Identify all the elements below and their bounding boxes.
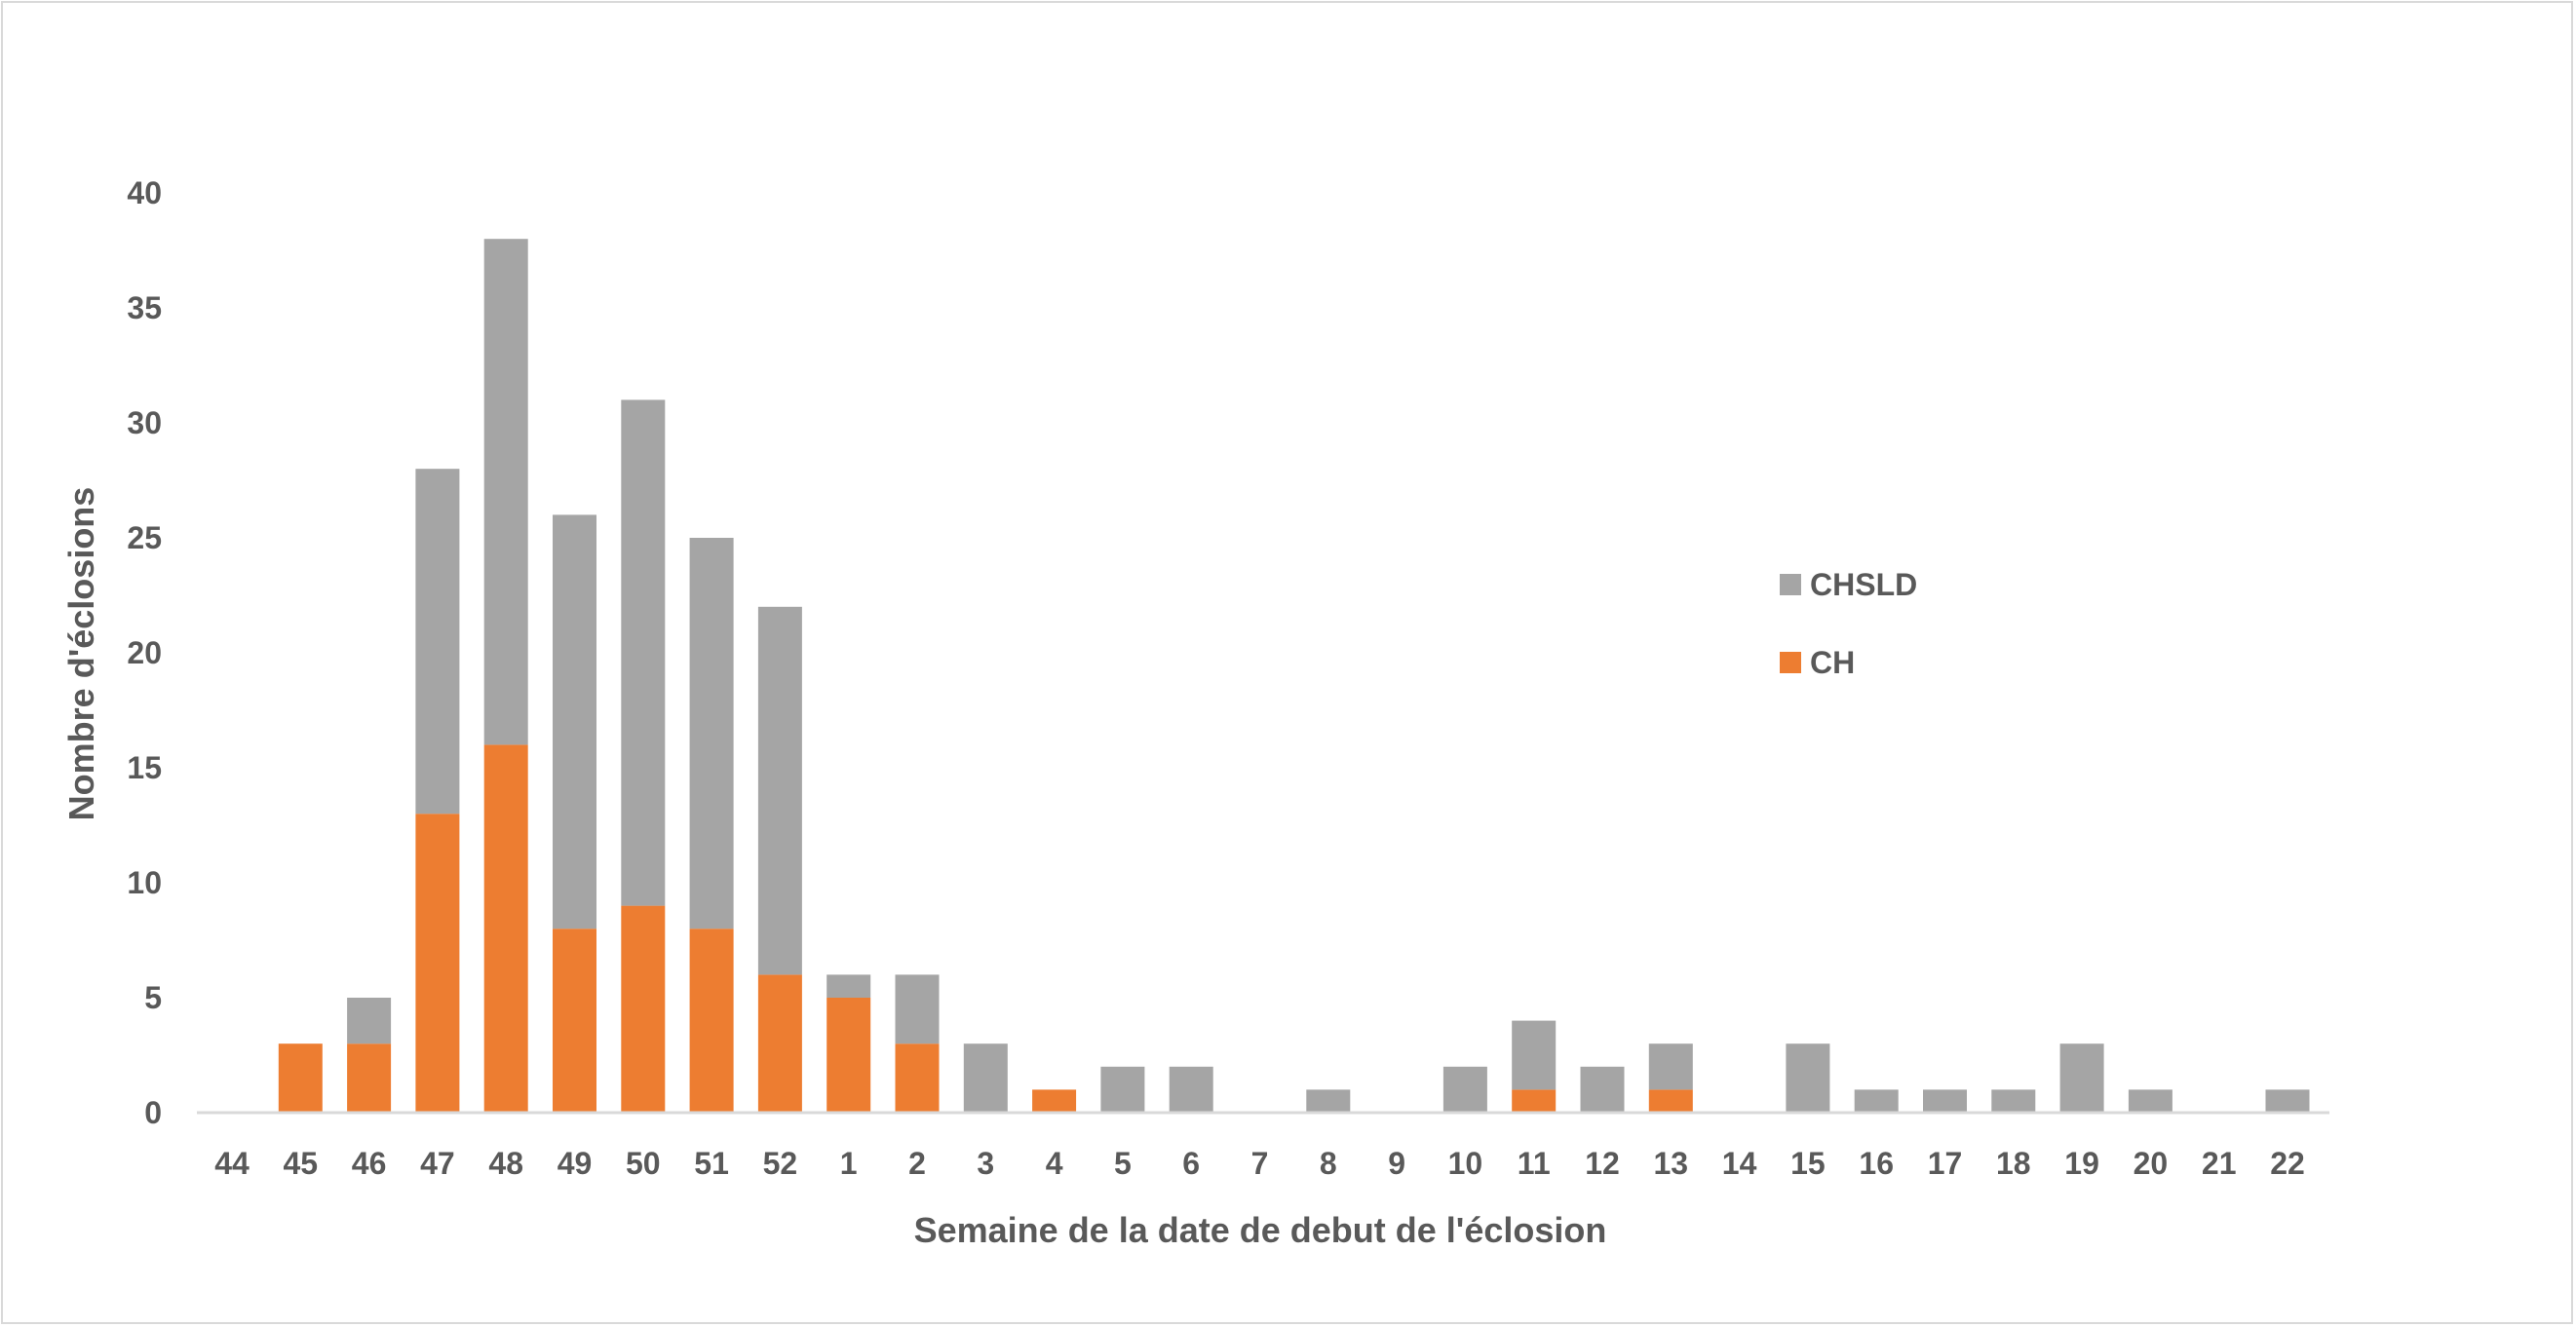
bar-chsld-20	[2128, 1089, 2172, 1113]
bar-ch-52	[757, 974, 802, 1113]
bar-ch-51	[689, 929, 734, 1113]
bar-chsld-52	[757, 606, 802, 975]
x-tick-label: 19	[2064, 1146, 2099, 1181]
bar-chsld-13	[1648, 1043, 1693, 1090]
bar-ch-2	[895, 1043, 940, 1113]
bar-ch-47	[415, 814, 460, 1113]
x-tick-label: 51	[694, 1146, 729, 1181]
x-tick-label: 45	[284, 1146, 319, 1181]
bar-ch-46	[347, 1043, 392, 1113]
x-tick-label: 52	[763, 1146, 798, 1181]
x-tick-label: 2	[908, 1146, 926, 1181]
x-tick-label: 1	[840, 1146, 858, 1181]
x-tick-label: 4	[1046, 1146, 1063, 1181]
legend: CHSLD CH	[1780, 567, 1917, 680]
bar-chsld-18	[1991, 1089, 2036, 1113]
bars	[278, 239, 2310, 1113]
bar-chsld-50	[621, 399, 666, 906]
x-tick-label: 22	[2270, 1146, 2305, 1181]
bar-chsld-22	[2265, 1089, 2310, 1113]
bar-chsld-6	[1169, 1066, 1213, 1113]
legend-swatch-chsld	[1780, 574, 1801, 595]
x-tick-label: 9	[1388, 1146, 1405, 1181]
bar-ch-48	[483, 744, 528, 1113]
y-tick-label: 15	[127, 750, 162, 785]
bar-ch-11	[1512, 1089, 1557, 1113]
legend-label-chsld: CHSLD	[1810, 567, 1917, 602]
x-tick-label: 21	[2202, 1146, 2237, 1181]
x-tick-label: 8	[1320, 1146, 1337, 1181]
x-tick-label: 46	[352, 1146, 387, 1181]
bar-chsld-15	[1786, 1043, 1830, 1113]
x-tick-label: 3	[977, 1146, 994, 1181]
y-tick-label: 30	[127, 405, 162, 440]
bar-chsld-47	[415, 469, 460, 815]
y-tick-label: 5	[144, 980, 162, 1015]
x-tick-label: 49	[557, 1146, 593, 1181]
x-tick-label: 48	[488, 1146, 523, 1181]
bar-chsld-17	[1923, 1089, 1967, 1113]
legend-swatch-ch	[1780, 652, 1801, 673]
x-axis-ticks: 44 45 46 47 48 49 50 51 52 1 2 3 4 5 6 7 8 9 10 11 12 13 14 15 1…	[214, 1146, 2305, 1181]
x-tick-label: 47	[420, 1146, 455, 1181]
y-tick-label: 25	[127, 520, 162, 555]
x-tick-label: 17	[1928, 1146, 1963, 1181]
x-tick-label: 13	[1654, 1146, 1689, 1181]
x-tick-label: 18	[1996, 1146, 2031, 1181]
y-tick-label: 10	[127, 865, 162, 900]
bar-ch-45	[278, 1043, 323, 1113]
bar-ch-13	[1648, 1089, 1693, 1113]
bar-chsld-5	[1100, 1066, 1145, 1113]
bar-chsld-11	[1512, 1020, 1557, 1090]
bar-ch-4	[1032, 1089, 1077, 1113]
x-tick-label: 15	[1790, 1146, 1826, 1181]
bar-chsld-19	[2059, 1043, 2104, 1113]
x-tick-label: 12	[1585, 1146, 1620, 1181]
y-tick-label: 20	[127, 635, 162, 670]
bar-chsld-2	[895, 974, 940, 1044]
bar-chsld-51	[689, 538, 734, 929]
bar-ch-1	[827, 998, 871, 1113]
bar-ch-49	[553, 929, 596, 1113]
bar-chsld-49	[553, 514, 596, 929]
x-tick-label: 6	[1182, 1146, 1200, 1181]
bar-ch-50	[621, 905, 666, 1113]
bar-chsld-10	[1442, 1066, 1487, 1113]
y-axis-title: Nombre d'éclosions	[61, 487, 101, 821]
bar-chsld-8	[1306, 1089, 1351, 1113]
x-tick-label: 20	[2134, 1146, 2169, 1181]
x-tick-label: 14	[1722, 1146, 1757, 1181]
bar-chsld-16	[1854, 1089, 1899, 1113]
x-tick-label: 5	[1114, 1146, 1132, 1181]
x-tick-label: 16	[1859, 1146, 1894, 1181]
x-tick-label: 10	[1448, 1146, 1483, 1181]
y-axis-ticks: 0 5 10 15 20 25 30 35 40	[127, 175, 162, 1130]
bar-chsld-12	[1580, 1066, 1625, 1113]
x-tick-label: 44	[214, 1146, 250, 1181]
x-tick-label: 11	[1518, 1146, 1551, 1181]
y-tick-label: 0	[144, 1095, 162, 1130]
x-axis-title: Semaine de la date de debut de l'éclosio…	[914, 1210, 1607, 1250]
x-tick-label: 50	[626, 1146, 661, 1181]
bar-chsld-1	[827, 974, 871, 998]
legend-label-ch: CH	[1810, 645, 1855, 680]
x-tick-label: 7	[1251, 1146, 1269, 1181]
bar-chsld-48	[483, 239, 528, 745]
bar-chsld-46	[347, 998, 392, 1044]
y-tick-label: 35	[127, 290, 162, 325]
bar-chsld-3	[963, 1043, 1008, 1113]
y-tick-label: 40	[127, 175, 162, 210]
